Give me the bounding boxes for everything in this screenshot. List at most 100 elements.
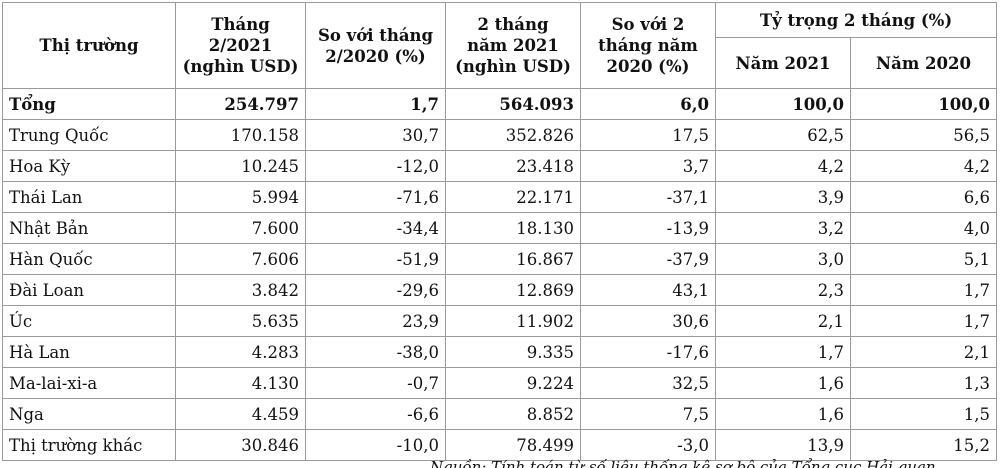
cell: 2,1	[715, 305, 851, 337]
table-row: Nhật Bản 7.600 -34,4 18.130 -13,9 3,2 4,0	[2, 212, 997, 244]
cell: 5.635	[175, 305, 306, 337]
header-cell: Tháng 2/2021 (nghìn USD)	[175, 2, 306, 89]
cell: 6,0	[580, 88, 716, 120]
header-cell: Thị trường	[2, 2, 176, 89]
cell: 254.797	[175, 88, 306, 120]
cell: 7.606	[175, 243, 306, 275]
market-name: Ma-lai-xi-a	[2, 367, 176, 399]
header-group: Tỷ trọng 2 tháng (%)	[715, 2, 997, 38]
table-row: Ma-lai-xi-a 4.130 -0,7 9.224 32,5 1,6 1,3	[2, 367, 997, 399]
source-note: Nguồn: Tính toán từ số liệu thống kê sơ …	[430, 458, 936, 468]
table-row: Trung Quốc 170.158 30,7 352.826 17,5 62,5 56,5	[2, 119, 997, 151]
cell: -0,7	[305, 367, 446, 399]
cell: 3,0	[715, 243, 851, 275]
cell: 1,5	[850, 398, 997, 430]
cell: 1,7	[850, 305, 997, 337]
cell: 564.093	[445, 88, 581, 120]
cell: 5.994	[175, 181, 306, 213]
cell: 30.846	[175, 429, 306, 461]
table-row: Nga 4.459 -6,6 8.852 7,5 1,6 1,5	[2, 398, 997, 430]
table-row: Hàn Quốc 7.606 -51,9 16.867 -37,9 3,0 5,1	[2, 243, 997, 275]
cell: 4,0	[850, 212, 997, 244]
cell: 4,2	[715, 150, 851, 182]
market-name: Thái Lan	[2, 181, 176, 213]
table-row: Tổng 254.797 1,7 564.093 6,0 100,0 100,0	[2, 88, 997, 120]
cell: 100,0	[850, 88, 997, 120]
cell: 78.499	[445, 429, 581, 461]
cell: 1,7	[715, 336, 851, 368]
header-cell: Năm 2020	[850, 37, 997, 89]
cell: 32,5	[580, 367, 716, 399]
market-name: Thị trường khác	[2, 429, 176, 461]
header-cell: Năm 2021	[715, 37, 851, 89]
cell: 56,5	[850, 119, 997, 151]
cell: 7,5	[580, 398, 716, 430]
cell: 170.158	[175, 119, 306, 151]
cell: 9.224	[445, 367, 581, 399]
table-row: Úc 5.635 23,9 11.902 30,6 2,1 1,7	[2, 305, 997, 337]
market-name: Nhật Bản	[2, 212, 176, 244]
header-cell: So với tháng 2/2020 (%)	[305, 2, 446, 89]
cell: 1,6	[715, 367, 851, 399]
cell: -29,6	[305, 274, 446, 306]
cell: 43,1	[580, 274, 716, 306]
cell: 352.826	[445, 119, 581, 151]
cell: 3,9	[715, 181, 851, 213]
cell: 16.867	[445, 243, 581, 275]
market-name: Hoa Kỳ	[2, 150, 176, 182]
cell: 9.335	[445, 336, 581, 368]
cell: 15,2	[850, 429, 997, 461]
cell: 17,5	[580, 119, 716, 151]
cell: 10.245	[175, 150, 306, 182]
cell: 5,1	[850, 243, 997, 275]
table-row: Đài Loan 3.842 -29,6 12.869 43,1 2,3 1,7	[2, 274, 997, 306]
cell: 1,7	[305, 88, 446, 120]
cell: 13,9	[715, 429, 851, 461]
cell: 1,6	[715, 398, 851, 430]
cell: -17,6	[580, 336, 716, 368]
cell: -12,0	[305, 150, 446, 182]
cell: 1,7	[850, 274, 997, 306]
cell: 4.130	[175, 367, 306, 399]
cell: 62,5	[715, 119, 851, 151]
cell: 3,7	[580, 150, 716, 182]
market-name: Tổng	[2, 88, 176, 120]
cell: 4.459	[175, 398, 306, 430]
cell: 22.171	[445, 181, 581, 213]
cell: 12.869	[445, 274, 581, 306]
table-body: Tổng 254.797 1,7 564.093 6,0 100,0 100,0 Trung …	[2, 88, 997, 461]
cell: -3,0	[580, 429, 716, 461]
table-row: Thái Lan 5.994 -71,6 22.171 -37,1 3,9 6,6	[2, 181, 997, 213]
table-row: Thị trường khác 30.846 -10,0 78.499 -3,0 13,9…	[2, 429, 997, 461]
cell: -51,9	[305, 243, 446, 275]
cell: -38,0	[305, 336, 446, 368]
header-cell: So với 2 tháng năm 2020 (%)	[580, 2, 716, 89]
table-row: Hà Lan 4.283 -38,0 9.335 -17,6 1,7 2,1	[2, 336, 997, 368]
cell: 23.418	[445, 150, 581, 182]
cell: 3.842	[175, 274, 306, 306]
cell: 1,3	[850, 367, 997, 399]
cell: 100,0	[715, 88, 851, 120]
table-row: Hoa Kỳ 10.245 -12,0 23.418 3,7 4,2 4,2	[2, 150, 997, 182]
cell: 11.902	[445, 305, 581, 337]
cell: -13,9	[580, 212, 716, 244]
cell: 30,7	[305, 119, 446, 151]
cell: 18.130	[445, 212, 581, 244]
cell: -37,9	[580, 243, 716, 275]
cell: 6,6	[850, 181, 997, 213]
cell: -10,0	[305, 429, 446, 461]
cell: -34,4	[305, 212, 446, 244]
cell: 3,2	[715, 212, 851, 244]
cell: 2,1	[850, 336, 997, 368]
cell: 4,2	[850, 150, 997, 182]
cell: -71,6	[305, 181, 446, 213]
cell: 2,3	[715, 274, 851, 306]
data-table: Thị trường Tháng 2/2021 (nghìn USD) So v…	[2, 2, 997, 461]
cell: 8.852	[445, 398, 581, 430]
cell: -37,1	[580, 181, 716, 213]
market-name: Hà Lan	[2, 336, 176, 368]
market-name: Hàn Quốc	[2, 243, 176, 275]
cell: 23,9	[305, 305, 446, 337]
header-cell: 2 tháng năm 2021 (nghìn USD)	[445, 2, 581, 89]
